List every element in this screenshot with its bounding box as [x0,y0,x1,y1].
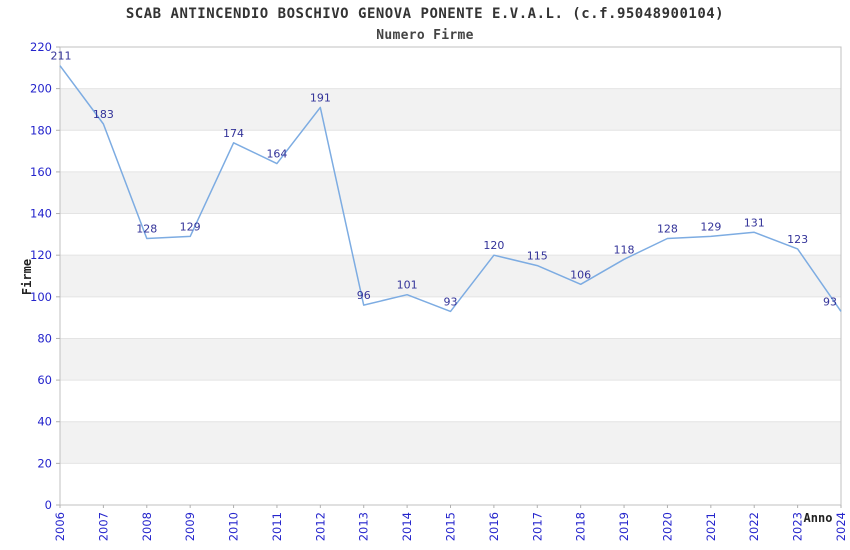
x-tick-label: 2013 [357,512,371,541]
y-tick-label: 60 [37,373,52,387]
y-tick-label: 40 [37,415,52,429]
data-label: 128 [136,223,157,236]
x-tick-label: 2014 [400,512,414,541]
x-tick-label: 2021 [704,512,718,541]
x-tick-label: 2019 [617,512,631,541]
data-label: 183 [93,108,114,121]
data-label: 191 [310,91,331,104]
y-tick-label: 0 [45,498,52,512]
data-label: 106 [570,268,591,281]
chart-title: SCAB ANTINCENDIO BOSCHIVO GENOVA PONENTE… [125,6,725,22]
axis-titles: Firme Anno [20,259,832,525]
data-label: 101 [397,279,418,292]
x-axis: 2006 2007 2008 2009 2010 2011 2012 2013 2014 2015… [53,505,848,541]
y-axis: 0 20 40 60 80 100 120 140 160 180 200 220 [30,40,60,512]
y-tick-label: 180 [30,123,52,137]
x-tick-label: 2015 [444,512,458,541]
data-line [59,65,842,313]
data-label: 174 [223,127,244,140]
x-tick-label: 2008 [140,512,154,541]
x-tick-label: 2024 [834,512,848,541]
y-tick-label: 120 [30,248,52,262]
data-label: 129 [180,220,201,233]
plot-band [60,88,841,131]
plot-band [60,171,841,214]
data-label: 115 [527,250,548,263]
data-label: 129 [700,220,721,233]
y-tick-label: 220 [30,40,52,54]
y-tick-label: 140 [30,207,52,221]
plot-band [60,255,841,297]
x-tick-label: 2006 [53,512,67,541]
data-label: 164 [266,148,287,161]
x-tick-label: 2009 [183,512,197,541]
y-tick-label: 80 [37,331,52,345]
y-tick-label: 100 [30,290,52,304]
data-label: 211 [51,50,72,63]
x-tick-label: 2012 [313,512,327,541]
data-label: 93 [823,295,837,308]
x-tick-label: 2022 [747,512,761,541]
x-tick-label: 2016 [487,512,501,541]
data-label: 123 [787,233,808,246]
data-label: 93 [444,295,458,308]
x-tick-label: 2020 [660,512,674,541]
y-tick-label: 160 [30,165,52,179]
x-axis-title: Anno [804,511,833,525]
x-tick-label: 2011 [270,512,284,541]
y-tick-label: 20 [37,456,52,470]
data-label: 118 [614,243,635,256]
data-label: 128 [657,223,678,236]
x-tick-label: 2010 [227,512,241,541]
x-tick-label: 2023 [791,512,805,541]
data-label: 120 [483,239,504,252]
plot-band [60,421,841,464]
x-tick-label: 2017 [530,512,544,541]
data-series [59,65,842,313]
y-tick-label: 200 [30,82,52,96]
plot-band [60,338,841,381]
data-label: 96 [357,289,371,302]
y-axis-title: Firme [20,259,34,295]
plot-gridlines [60,88,841,464]
chart-subtitle: Numero Firme [376,28,474,43]
data-labels: 211 183 128 129 174 164 191 96 101 93 120 115 106 118… [51,50,838,309]
plot-bands [60,88,841,464]
x-tick-label: 2018 [574,512,588,541]
x-tick-label: 2007 [96,512,110,541]
data-label: 131 [744,216,765,229]
